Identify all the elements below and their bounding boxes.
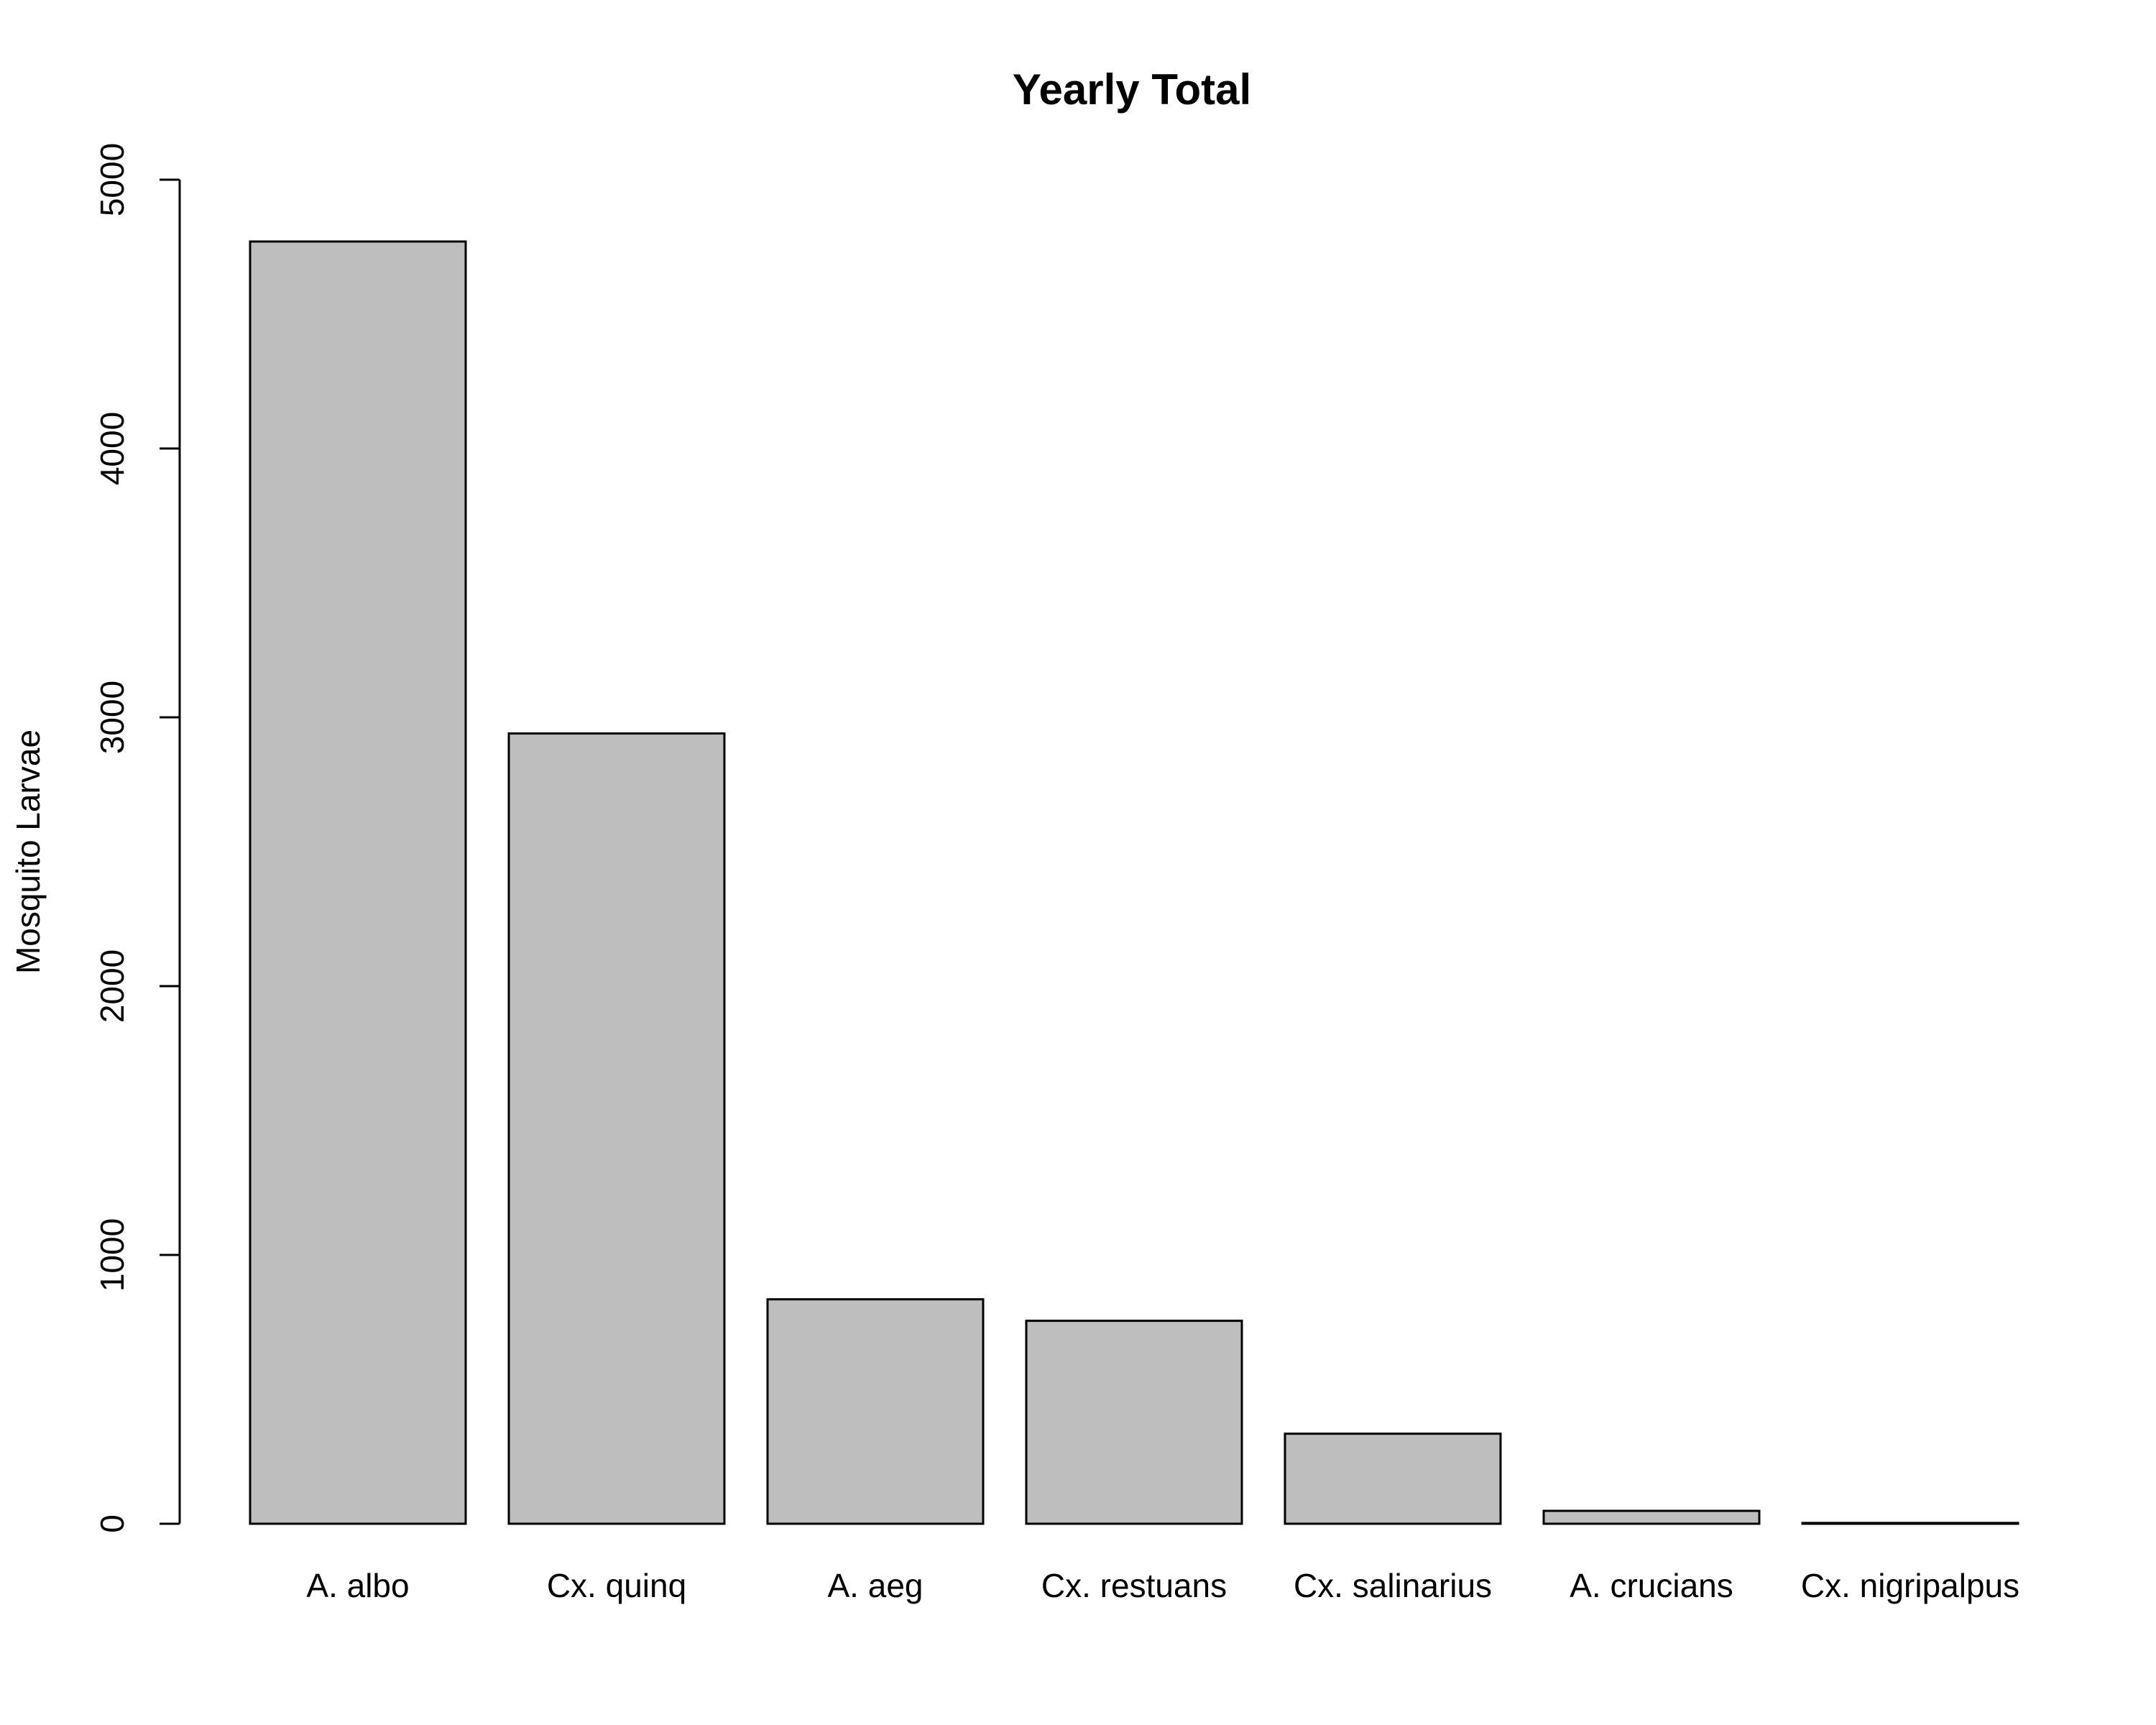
bar-cx-quinq	[507, 732, 726, 1525]
x-tick-label: Cx. nigripalpus	[1801, 1567, 2019, 1604]
x-tick-label: Cx. quinq	[547, 1567, 686, 1604]
bar-a-albo	[249, 240, 467, 1525]
y-tick-label: 0	[93, 1514, 131, 1533]
y-axis-label: Mosquito Larvae	[9, 730, 47, 974]
bar-cx-nigripalpus	[1801, 1522, 2019, 1525]
bar-cx-restuans	[1025, 1320, 1243, 1525]
y-tick-label: 5000	[93, 143, 131, 216]
y-axis: 0 1000 2000 3000 4000 5000	[93, 143, 181, 1533]
bar-a-crucians	[1542, 1509, 1761, 1525]
bar-a-aeg	[766, 1298, 985, 1525]
x-tick-label: A. crucians	[1570, 1567, 1733, 1604]
bar-cx-salinarius	[1284, 1432, 1502, 1525]
x-tick-label: A. albo	[306, 1567, 409, 1604]
x-tick-label: A. aeg	[828, 1567, 923, 1604]
x-axis-labels: A. albo Cx. quinq A. aeg Cx. restuans Cx. sa…	[306, 1567, 2019, 1604]
bars	[249, 240, 2019, 1525]
y-tick-label: 4000	[93, 412, 131, 485]
y-tick-label: 2000	[93, 949, 131, 1023]
x-tick-label: Cx. salinarius	[1294, 1567, 1492, 1604]
chart-title: Yearly Total	[1013, 65, 1251, 114]
x-tick-label: Cx. restuans	[1041, 1567, 1227, 1604]
y-tick-label: 1000	[93, 1218, 131, 1292]
y-tick-label: 3000	[93, 681, 131, 754]
